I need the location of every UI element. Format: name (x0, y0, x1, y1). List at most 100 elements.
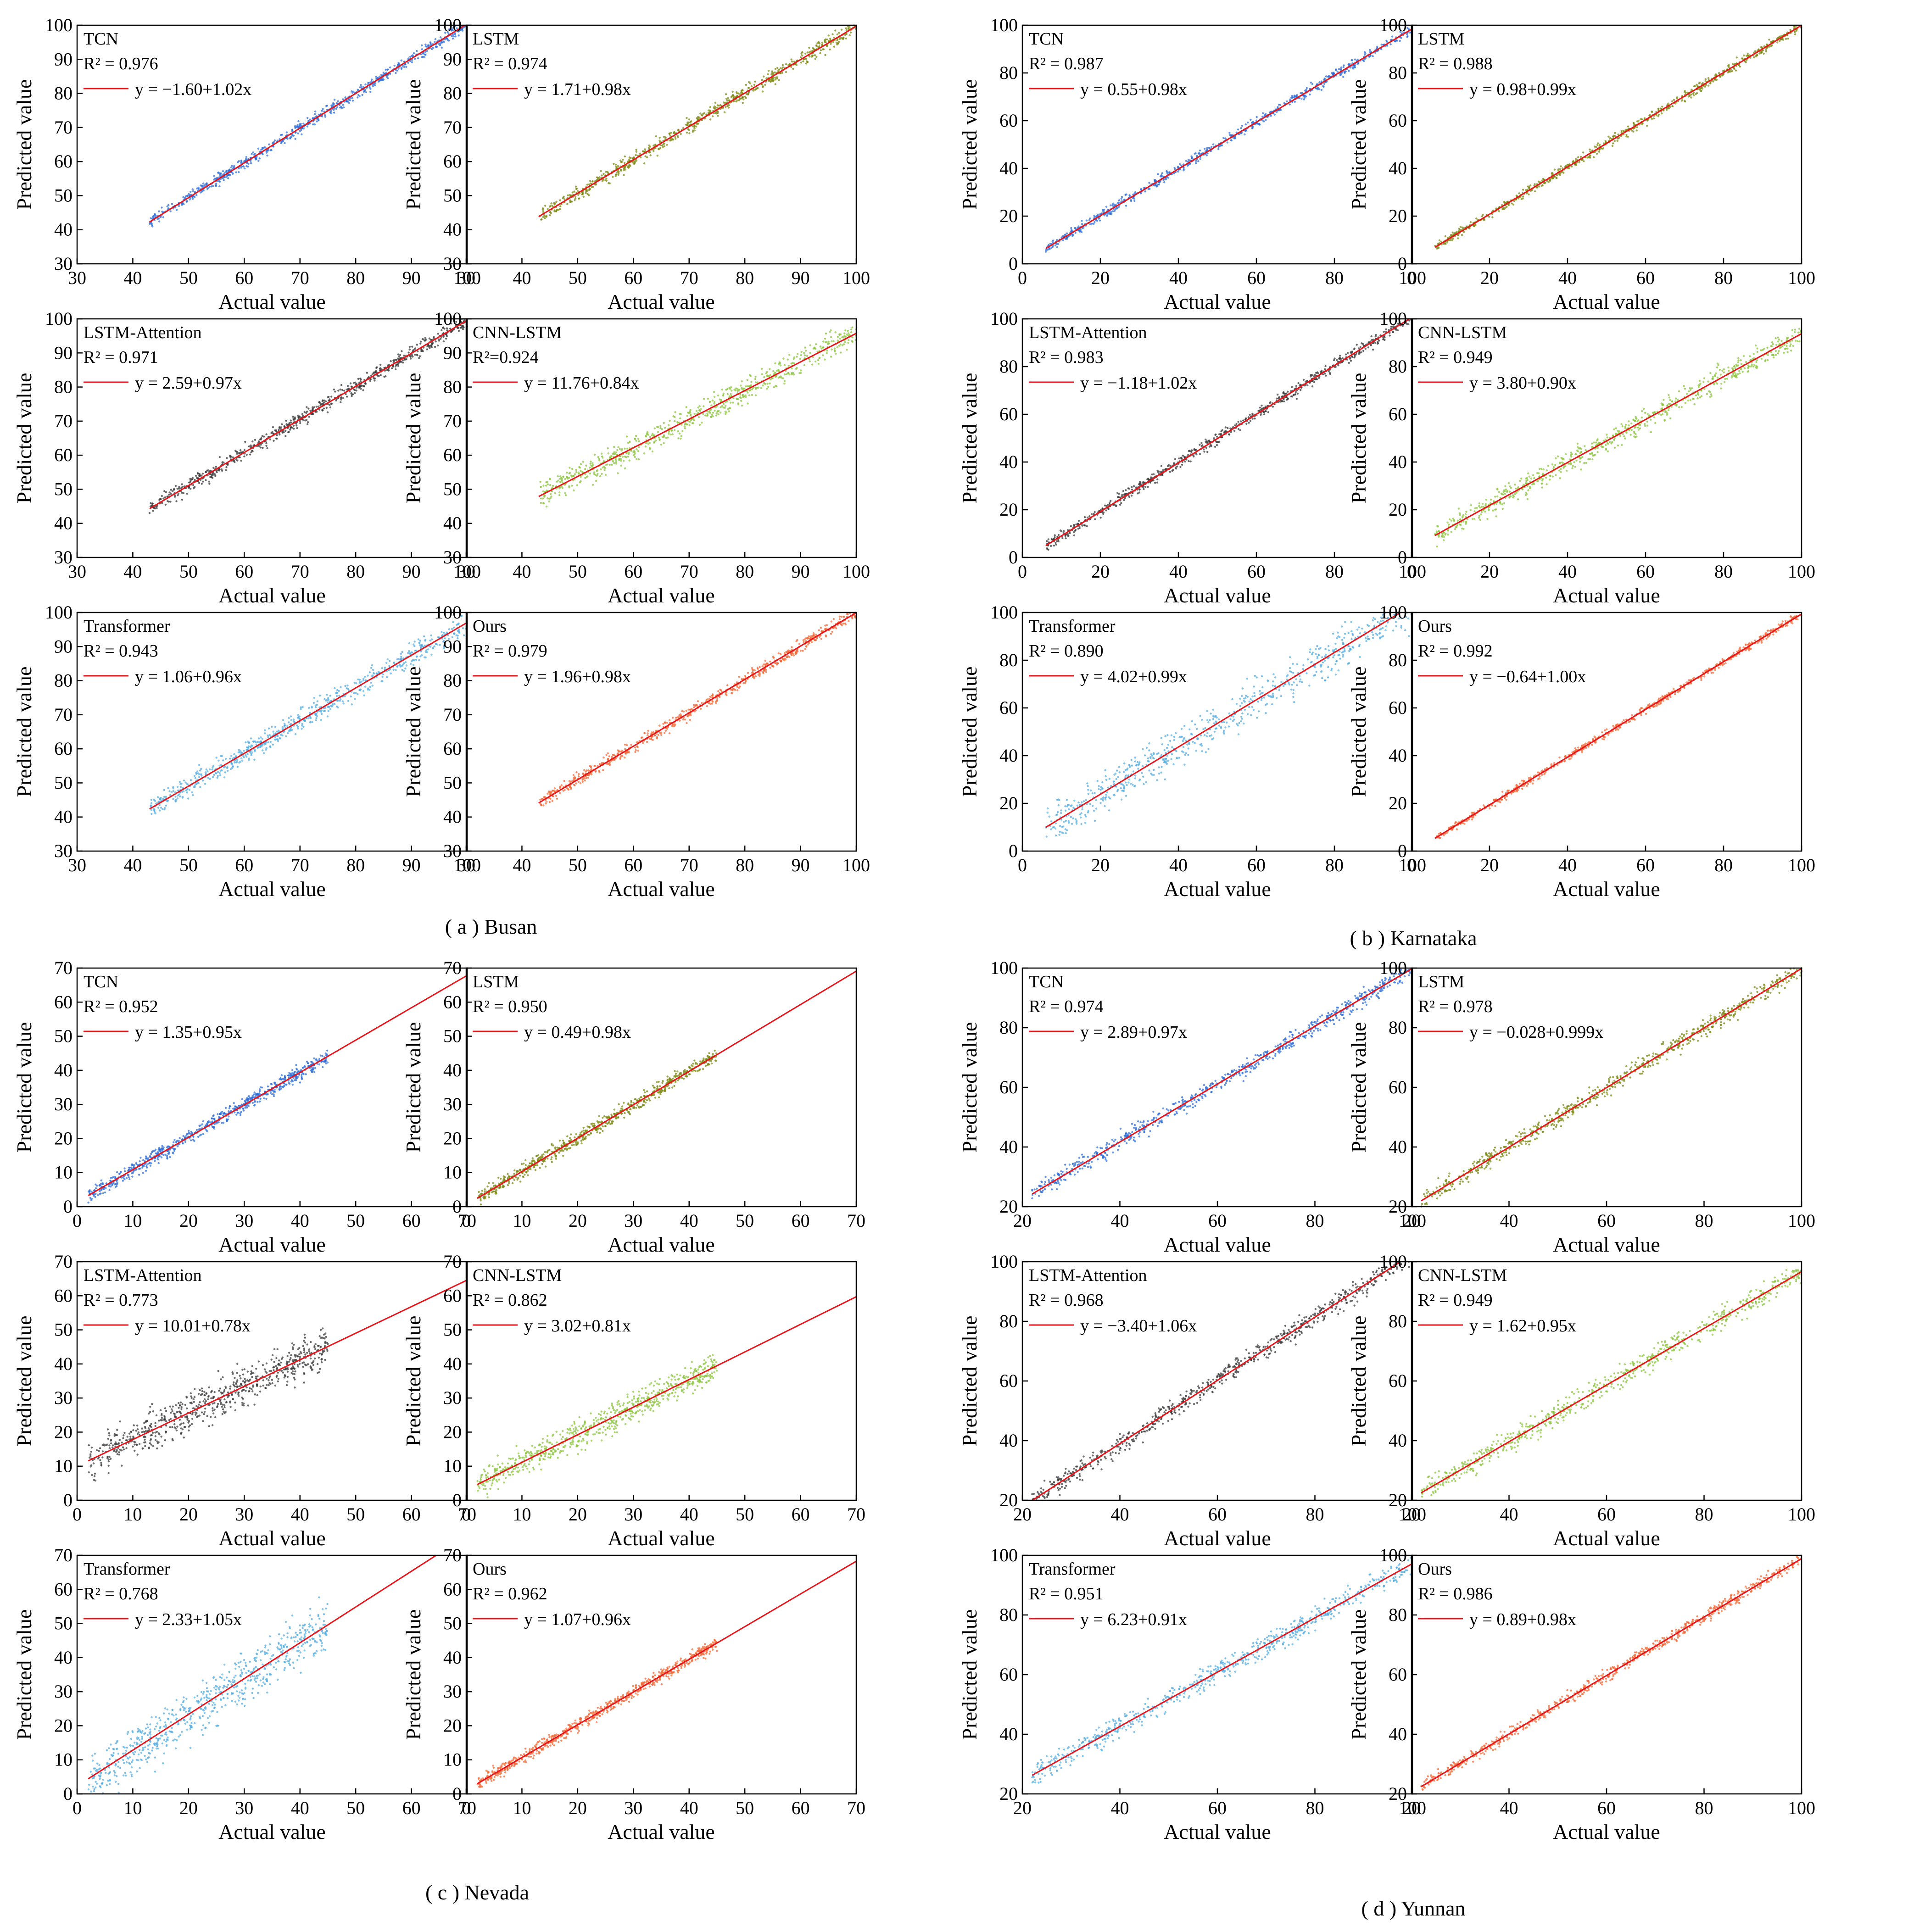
scatter-point (302, 122, 305, 125)
scatter-point (601, 180, 604, 182)
scatter-point (744, 675, 747, 677)
y-tick-label: 80 (54, 670, 73, 691)
scatter-point (680, 435, 682, 437)
scatter-point (272, 730, 274, 733)
scatter-point (162, 216, 165, 218)
scatter-point (258, 737, 260, 740)
scatter-point (829, 38, 831, 40)
scatter-point (354, 698, 356, 700)
scatter-point (430, 48, 433, 50)
scatter-point (653, 427, 656, 429)
scatter-point (409, 663, 412, 665)
scatter-point (748, 87, 750, 89)
scatter-point (271, 725, 273, 728)
scatter-point (238, 762, 240, 764)
scatter-point (301, 724, 303, 727)
scatter-point (826, 352, 828, 354)
scatter-point (666, 722, 669, 724)
scatter-point (767, 385, 770, 388)
scatter-point (202, 480, 204, 483)
scatter-point (245, 741, 247, 744)
scatter-point (1105, 206, 1108, 208)
scatter-point (1265, 119, 1267, 121)
scatter-point (576, 190, 579, 192)
scatter-point (269, 741, 272, 743)
scatter-point (781, 64, 784, 66)
x-axis-label: Actual value (218, 584, 326, 607)
scatter-point (416, 344, 418, 346)
scatter-point (360, 378, 362, 381)
scatter-point (285, 423, 288, 425)
scatter-point (597, 177, 599, 179)
scatter-point (692, 704, 695, 706)
scatter-point (656, 155, 658, 157)
scatter-point (171, 203, 173, 205)
scatter-point (393, 359, 396, 362)
scatter-point (265, 433, 268, 435)
scatter-point (786, 373, 788, 375)
scatter-point (668, 433, 670, 435)
scatter-point (426, 348, 428, 351)
scatter-point (225, 469, 227, 472)
scatter-point (269, 745, 272, 747)
scatter-point (296, 124, 299, 127)
scatter-point (1351, 59, 1354, 61)
scatter-point (675, 717, 677, 719)
scatter-point (369, 91, 372, 93)
scatter-point (709, 696, 711, 698)
scatter-point (647, 729, 649, 732)
scatter-point (807, 643, 809, 646)
scatter-point (728, 410, 731, 412)
scatter-point (243, 750, 245, 752)
scatter-point (400, 657, 402, 660)
scatter-point (582, 195, 585, 198)
scatter-point (617, 446, 619, 448)
scatter-point (1074, 227, 1077, 229)
scatter-point (550, 496, 552, 498)
scatter-point (754, 381, 757, 384)
scatter-point (211, 768, 213, 771)
scatter-point (372, 668, 374, 671)
scatter-point (326, 715, 329, 718)
scatter-point (351, 703, 353, 706)
scatter-point (575, 782, 577, 785)
scatter-point (1204, 148, 1206, 150)
scatter-point (172, 787, 174, 790)
scatter-point (787, 655, 789, 657)
scatter-point (438, 340, 440, 342)
scatter-point (316, 120, 318, 122)
scatter-point (604, 473, 607, 476)
scatter-point (442, 335, 445, 338)
scatter-point (612, 753, 614, 756)
scatter-point (372, 85, 374, 87)
scatter-point (170, 489, 172, 491)
scatter-point (382, 72, 385, 74)
scatter-point (188, 789, 190, 791)
scatter-point (186, 783, 189, 786)
scatter-point (246, 749, 248, 751)
scatter-point (792, 373, 795, 376)
scatter-point (403, 354, 405, 357)
scatter-point (747, 402, 749, 405)
scatter-point (181, 498, 184, 501)
scatter-point (357, 693, 359, 696)
scatter-point (176, 797, 179, 800)
scatter-point (824, 54, 826, 56)
scatter-point (656, 736, 658, 739)
scatter-point (222, 170, 224, 173)
scatter-point (549, 214, 551, 217)
scatter-point (561, 487, 564, 489)
scatter-point (385, 68, 387, 71)
scatter-point (635, 440, 637, 442)
scatter-point (342, 397, 345, 399)
scatter-point (1241, 124, 1244, 127)
scatter-point (1309, 93, 1311, 96)
scatter-point (577, 194, 580, 196)
scatter-point (588, 194, 590, 196)
scatter-point (557, 475, 559, 478)
scatter-point (577, 781, 580, 783)
x-tick-label: 60 (624, 561, 642, 582)
scatter-point (624, 447, 626, 450)
scatter-point (299, 422, 301, 424)
scatter-point (563, 195, 565, 198)
